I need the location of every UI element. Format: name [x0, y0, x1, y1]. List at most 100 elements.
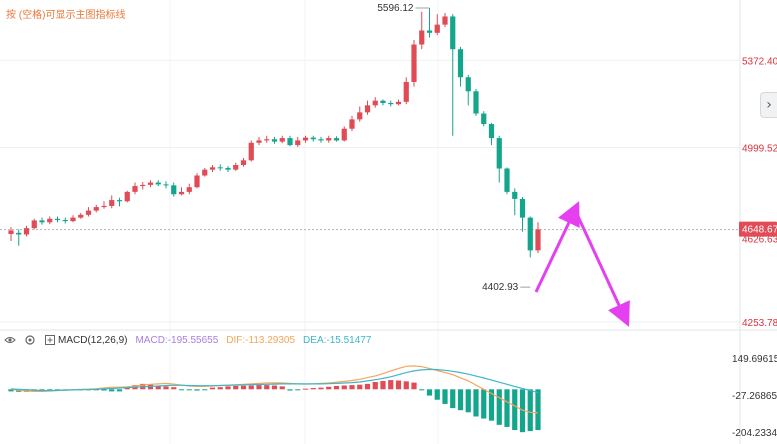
candle-body [62, 219, 68, 222]
candle-body [504, 168, 510, 192]
candle-body [132, 186, 138, 192]
macd-bar [457, 389, 464, 411]
sidebar-toggle-button[interactable]: › [760, 92, 777, 118]
candle-body [93, 207, 99, 211]
candle-body [295, 140, 301, 146]
candle-body [426, 30, 433, 33]
price-tick-label: 4253.78 [742, 318, 777, 329]
eye-icon[interactable] [4, 334, 16, 346]
macd-bar [186, 389, 192, 391]
down-arrow [574, 211, 630, 327]
macd-bar [357, 384, 363, 390]
macd-bar [380, 380, 386, 390]
candle-body [54, 218, 61, 220]
candle-body [465, 77, 471, 92]
macd-bar [163, 386, 169, 390]
candle-body [233, 164, 239, 170]
macd-bar [310, 388, 316, 390]
candle-body [124, 191, 130, 202]
macd-bar [171, 387, 177, 390]
macd-bar [496, 389, 502, 425]
candle-body [85, 210, 92, 215]
candle-body [310, 137, 316, 140]
macd-legend: MACD(12,26,9) MACD:-195.55655 DIF:-113.2… [4, 333, 371, 347]
macd-title: MACD(12,26,9) [58, 334, 128, 346]
candle-body [23, 228, 30, 235]
candle-body [519, 198, 526, 218]
macd-bar [124, 387, 130, 390]
macd-bar [202, 389, 208, 391]
macd-bar [318, 387, 324, 390]
candle-body [326, 138, 332, 141]
macd-bar [395, 380, 402, 390]
candle-body [155, 182, 161, 185]
candle-body [442, 16, 448, 25]
expand-icon[interactable] [44, 334, 56, 346]
candle-body [109, 200, 115, 206]
last-price-tag [739, 221, 777, 237]
last-price-label: 4648.67 [742, 225, 777, 236]
price-tick-label: 4626.63 [742, 235, 777, 246]
macd-bar [535, 389, 541, 431]
macd-bar [287, 389, 293, 391]
candle-body [388, 102, 394, 105]
macd-bar [372, 381, 378, 390]
macd-bar [233, 385, 239, 390]
candle-body [527, 217, 533, 251]
candle-body [287, 138, 293, 146]
candle-body [512, 191, 518, 199]
candle-body [535, 229, 541, 251]
macd-bar [116, 389, 123, 392]
macd-bar [225, 386, 231, 390]
dif-value: DIF:-113.29305 [226, 334, 296, 346]
candle-body [411, 44, 417, 82]
candle-body [419, 30, 425, 45]
macd-bar [209, 387, 216, 390]
candle-body [240, 160, 247, 165]
macd-value: MACD:-195.55655 [135, 334, 219, 346]
candle-body [147, 182, 154, 185]
candle-body [372, 100, 378, 106]
macd-bar [364, 383, 371, 390]
macd-bar [101, 389, 107, 391]
macd-bar [326, 386, 332, 390]
macd-bar [419, 389, 425, 391]
macd-bar [450, 389, 456, 409]
candle-body [186, 187, 192, 192]
candle-body [140, 184, 146, 187]
macd-tick-label: 149.69615 [732, 354, 777, 365]
candle-body [488, 124, 495, 139]
macd-bar [481, 389, 487, 419]
candle-body [434, 24, 440, 33]
macd-bar [178, 389, 185, 391]
forecast-arrows[interactable] [534, 201, 630, 327]
candle-body [457, 49, 464, 78]
dea-value: DEA:-15.51477 [303, 334, 372, 346]
candle-body [473, 91, 479, 114]
candle-body [178, 191, 185, 195]
settings-icon[interactable] [24, 334, 36, 346]
macd-tick-label: -204.23344 [732, 428, 777, 439]
macd-bar [279, 386, 285, 390]
candle-body [16, 232, 22, 235]
macd-bar [465, 389, 471, 413]
candle-body [357, 112, 363, 120]
candle-body [116, 200, 123, 202]
candle-body [194, 175, 200, 188]
macd-bar [411, 382, 417, 390]
macd-bar [295, 389, 301, 391]
candle-body [333, 138, 340, 141]
candle-body [395, 101, 402, 105]
macd-tick-label: -27.26865 [732, 391, 777, 402]
macd-lines [10, 365, 539, 414]
low-price-label: 4402.93 [482, 282, 519, 293]
macd-bar [256, 385, 262, 390]
macd-bar [504, 389, 510, 427]
candle-body [225, 168, 231, 170]
macd-bar [109, 389, 115, 392]
dea-line [10, 368, 539, 393]
candle-body [31, 220, 37, 229]
candle-body [349, 119, 355, 129]
